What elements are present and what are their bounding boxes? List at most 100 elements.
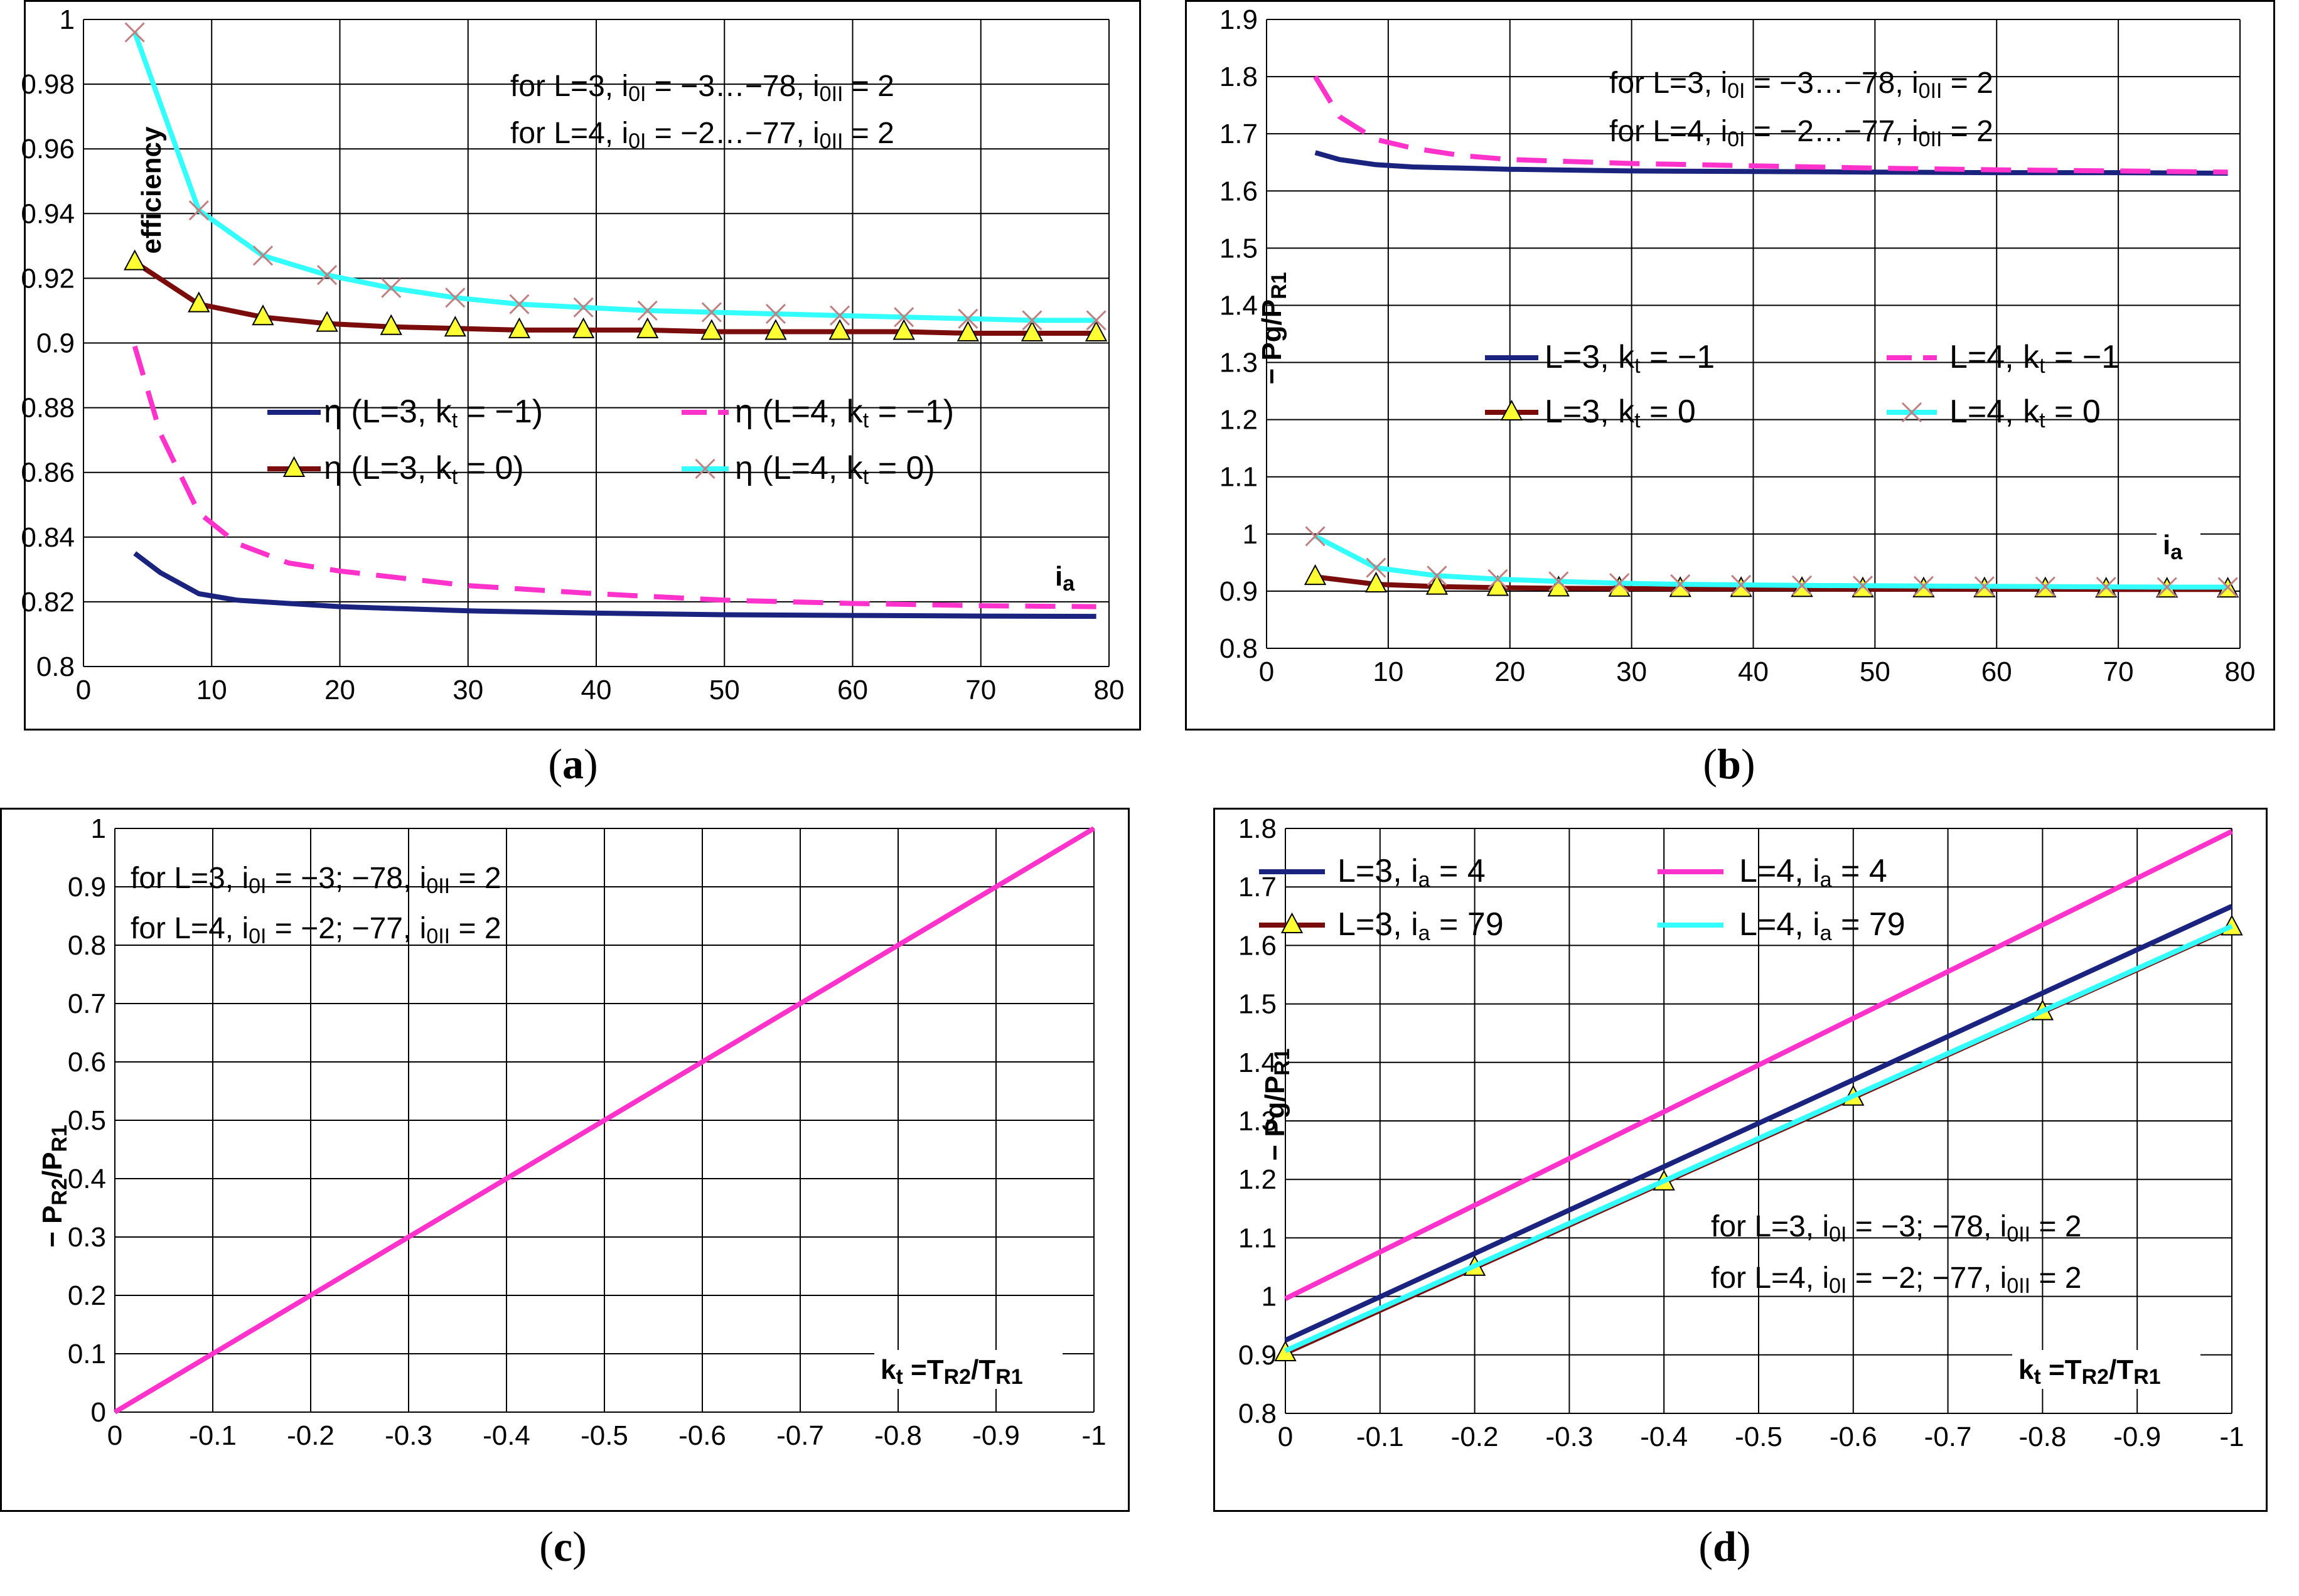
chart-c-note: for L=4, i0I = −2; −77, i0II = 2 <box>131 912 501 948</box>
chart-a-legend-label: η (L=4, kt = 0) <box>735 450 935 489</box>
chart-d-ytick: 1.6 <box>1238 930 1277 961</box>
chart-c-ylabel-text: − PR2/PR1 <box>37 1125 72 1248</box>
chart-b-legend-label: L=4, kt = 0 <box>1949 394 2101 432</box>
chart-a-xtick: 80 <box>1094 675 1125 705</box>
chart-b-ytick: 1.3 <box>1219 348 1258 378</box>
chart-c-ytick: 0.6 <box>68 1047 106 1078</box>
chart-b-xtick: 40 <box>1738 656 1769 687</box>
chart-a-ytick: 0.98 <box>21 69 75 100</box>
chart-a-xtick: 50 <box>709 675 740 705</box>
chart-b-legend-label: L=3, kt = 0 <box>1545 394 1696 432</box>
chart-c-ytick: 0.7 <box>68 988 106 1019</box>
chart-d-legend-label: L=4, ia = 4 <box>1739 853 1887 892</box>
chart-d-ytick: 0.8 <box>1238 1398 1277 1429</box>
chart-d-ytick: 1 <box>1262 1282 1277 1312</box>
chart-a-point <box>765 304 786 324</box>
chart-a-series-3 <box>124 22 1107 331</box>
chart-a-point <box>380 314 402 335</box>
chart-c-frame: 0 -0.1 -0.2 -0.3 -0.4 -0.5 -0.6 -0.7 -0.8 -0.9 -1 0… <box>0 808 1130 1512</box>
chart-a-point <box>317 265 338 286</box>
chart-d-ytick: 1.3 <box>1238 1106 1277 1137</box>
chart-a-point <box>316 311 338 332</box>
chart-c-note: for L=3, i0I = −3; −78, i0II = 2 <box>131 862 501 898</box>
chart-b-ytick: 1.2 <box>1219 405 1258 436</box>
chart-a-point <box>1021 320 1044 342</box>
chart-b-point <box>1548 571 1569 592</box>
chart-a-legend-label: η (L=3, kt = 0) <box>324 450 524 489</box>
chart-b-point <box>1305 526 1326 547</box>
chart-b-legend-label: L=4, kt = −1 <box>1949 339 2119 378</box>
chart-b-grid <box>1266 19 2241 649</box>
chart-b-point <box>1669 576 1691 597</box>
chart-b-xtick: 60 <box>1981 656 2012 687</box>
chart-a-note: for L=3, i0I = −3…−78, i0II = 2 <box>510 70 894 106</box>
chart-d-legend-item: L=3, ia = 4 <box>1259 853 1486 892</box>
chart-b-frame: 0 10 20 30 40 50 60 70 80 0.8 0.9 1 1.1 1.2 1.3 1.4 1.5 1… <box>1185 0 2275 731</box>
chart-b-legend-item: L=4, kt = 0 <box>1887 394 2101 432</box>
chart-d-line-1 <box>1284 829 2233 1301</box>
chart-d-frame: 0 -0.1 -0.2 -0.3 -0.4 -0.5 -0.6 -0.7 -0.8 -0.9 -1 0… <box>1213 808 2268 1512</box>
chart-d-line-3 <box>1284 923 2233 1353</box>
chart-c-xtick: -0.3 <box>385 1420 432 1451</box>
chart-d-xtick: -0.8 <box>2018 1422 2066 1452</box>
chart-a-xtick: 30 <box>453 675 483 705</box>
chart-d-ytick: 0.9 <box>1238 1340 1277 1371</box>
chart-a-ytick: 1 <box>60 4 75 35</box>
chart-c-ytick: 0.8 <box>68 930 106 961</box>
chart-a-ytick: 0.84 <box>21 522 75 553</box>
chart-d-line-0 <box>1284 904 2233 1343</box>
chart-a-legend-label: η (L=4, kt = −1) <box>735 394 954 432</box>
chart-b-series-1 <box>1313 75 2228 175</box>
chart-a-ytick: 0.82 <box>21 587 75 618</box>
chart-d-legend-label: L=4, ia = 79 <box>1739 906 1905 945</box>
chart-c-xtick: -1 <box>1081 1420 1106 1451</box>
chart-a-point <box>188 291 210 313</box>
chart-a-point <box>381 277 402 298</box>
chart-c-ytick: 0.9 <box>68 872 106 902</box>
chart-d-xtick: -0.3 <box>1545 1422 1593 1452</box>
chart-a-ytick: 0.8 <box>36 651 75 682</box>
chart-b-line-1 <box>1313 75 2228 175</box>
chart-a-xtick: 70 <box>965 675 996 705</box>
chart-b-line-0 <box>1314 150 2228 176</box>
chart-b-point <box>1852 576 1873 596</box>
chart-c-xtick: -0.1 <box>189 1420 237 1451</box>
chart-d-xtick: -0.4 <box>1640 1422 1688 1452</box>
chart-c-ytick: 0.4 <box>68 1164 106 1194</box>
chart-b-ytick: 1.8 <box>1219 62 1258 92</box>
chart-b-ytick: 1.6 <box>1219 176 1258 206</box>
chart-b-point <box>2157 577 2177 597</box>
chart-a-point <box>828 319 851 340</box>
chart-a-ytick: 0.96 <box>21 134 75 164</box>
chart-a-ylabel-text: efficiency <box>136 126 167 254</box>
chart-c-series-0 <box>113 826 1096 1415</box>
chart-d-legend-label: L=3, ia = 79 <box>1337 906 1504 945</box>
chart-c: 0 -0.1 -0.2 -0.3 -0.4 -0.5 -0.6 -0.7 -0.8 -0.9 -1 0… <box>37 813 1107 1451</box>
caption-c: (c) <box>539 1523 587 1570</box>
chart-a-legend-marker <box>695 458 715 479</box>
chart-b-ytick: 0.9 <box>1219 576 1258 607</box>
chart-b-point <box>1974 576 1995 597</box>
chart-b-point <box>1364 571 1388 592</box>
chart-b-point <box>1425 574 1449 595</box>
chart-a-point <box>1085 320 1108 342</box>
chart-d-legend-item: L=4, ia = 79 <box>1658 906 1905 945</box>
chart-a-point <box>700 319 723 340</box>
chart-a-legend-item: η (L=4, kt = 0) <box>682 450 935 489</box>
chart-d: 0 -0.1 -0.2 -0.3 -0.4 -0.5 -0.6 -0.7 -0.8 -0.9 -1 0… <box>1238 813 2244 1452</box>
chart-a-ylabel: efficiency <box>136 126 167 254</box>
chart-b-ytick: 1.5 <box>1219 233 1258 264</box>
chart-b-ytick: 1 <box>1243 519 1258 550</box>
chart-b-series-2 <box>1304 564 2239 598</box>
chart-b-xlabel: ia <box>2163 530 2183 564</box>
chart-a-point <box>572 317 595 338</box>
chart-b-point <box>1427 565 1447 586</box>
chart-a-line-0 <box>133 551 1096 619</box>
chart-b-point <box>1609 573 1630 594</box>
chart-c-ytick: 0.3 <box>68 1222 106 1253</box>
chart-d-ytick: 1.7 <box>1238 872 1277 902</box>
chart-d-ylabel-text: − Pg/PR1 <box>1260 1048 1294 1160</box>
chart-c-xtick: -0.7 <box>776 1420 824 1451</box>
chart-b-legend-item: L=4, kt = −1 <box>1887 339 2119 378</box>
chart-d-legend-item: L=4, ia = 4 <box>1658 853 1887 892</box>
